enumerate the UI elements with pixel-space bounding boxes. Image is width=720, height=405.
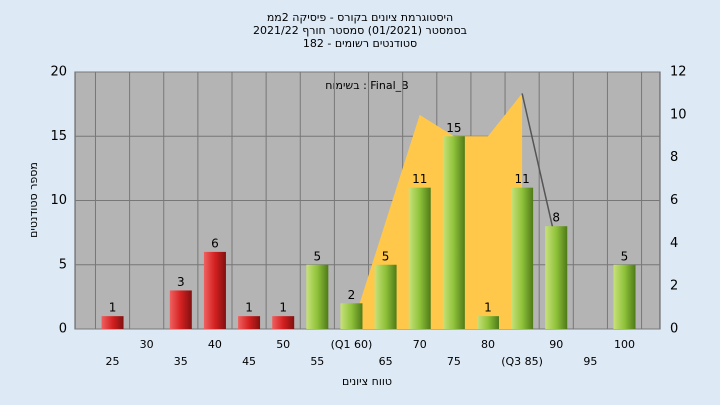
bar: [101, 316, 124, 329]
value-label: 15: [446, 121, 461, 135]
value-label: 8: [552, 211, 560, 225]
x-tick-label: (Q3 85): [501, 355, 543, 368]
value-label: 5: [621, 249, 629, 263]
x-tick-label: 80: [481, 338, 495, 351]
bar: [545, 226, 568, 329]
value-label: 1: [245, 301, 253, 315]
x-axis-label: טווח ציונים: [342, 375, 392, 388]
y2-tick-label: 4: [670, 236, 678, 251]
value-label: 2: [348, 288, 356, 302]
bar: [511, 187, 534, 329]
y2-tick-label: 6: [670, 193, 678, 208]
bar: [169, 290, 192, 329]
bar: [408, 187, 431, 329]
value-label: 1: [109, 301, 117, 315]
bar: [238, 316, 261, 329]
value-label: 5: [382, 249, 390, 263]
y2-tick-label: 0: [670, 322, 678, 337]
bar: [442, 136, 465, 329]
value-label: 1: [279, 301, 287, 315]
bar: [203, 251, 226, 329]
line: [521, 93, 557, 244]
x-tick-label: 100: [614, 338, 635, 351]
chart-subtitle: בסמסטר (01/2021) סמסטר חורף 2021/22: [253, 24, 467, 37]
value-label: 1: [484, 301, 492, 315]
bar: [476, 316, 499, 329]
y-tick-label: 0: [59, 322, 67, 337]
x-tick-label: 95: [583, 355, 597, 368]
x-tick-label: 90: [549, 338, 563, 351]
chart-title: היסטוגרמת ציונים בקורס - פיסיקה 2ממ: [267, 11, 453, 24]
x-tick-label: 40: [208, 338, 222, 351]
x-tick-label: 70: [413, 338, 427, 351]
value-label: 5: [314, 249, 322, 263]
y-tick-label: 5: [59, 257, 67, 272]
y-axis-label: מספר סטודנטים: [27, 162, 40, 238]
annotation: בשימוח : Final_B: [325, 79, 408, 92]
y2-tick-label: 12: [670, 65, 687, 80]
y2-tick-label: 2: [670, 279, 678, 294]
value-label: 11: [412, 172, 427, 186]
x-tick-label: 30: [140, 338, 154, 351]
bar: [272, 316, 295, 329]
y-tick-label: 10: [50, 193, 67, 208]
x-tick-label: 45: [242, 355, 256, 368]
x-tick-label: 65: [379, 355, 393, 368]
bar: [374, 264, 397, 329]
chart-subtitle: סטודנטים רשומים - 182: [303, 37, 417, 50]
y2-tick-label: 8: [670, 150, 678, 165]
value-label: 3: [177, 275, 185, 289]
x-tick-label: 75: [447, 355, 461, 368]
bar: [613, 264, 636, 329]
y-tick-label: 20: [50, 65, 67, 80]
x-tick-label: (Q1 60): [331, 338, 373, 351]
bar: [306, 264, 329, 329]
y2-tick-label: 10: [670, 107, 687, 122]
y-tick-label: 15: [50, 129, 67, 144]
x-tick-label: 55: [310, 355, 324, 368]
value-label: 11: [514, 172, 529, 186]
bar: [340, 303, 363, 329]
value-label: 6: [211, 236, 219, 250]
x-tick-label: 50: [276, 338, 290, 351]
x-tick-label: 25: [106, 355, 120, 368]
x-tick-label: 35: [174, 355, 188, 368]
